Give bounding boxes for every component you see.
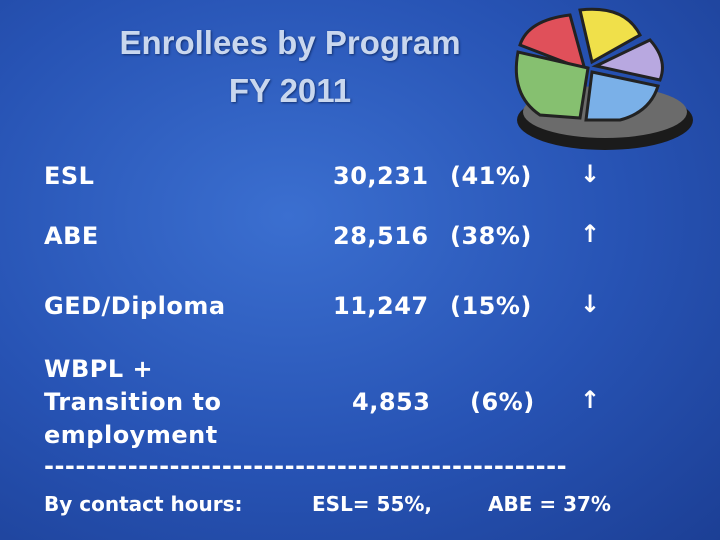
- program-name: Transition to: [44, 388, 222, 416]
- trend-arrow: ↓: [580, 160, 601, 188]
- program-name: WBPL +: [44, 355, 154, 383]
- enrollee-count: 30,231: [333, 162, 429, 190]
- enrollee-percent: (15%): [450, 292, 532, 320]
- program-name: ABE: [44, 222, 99, 250]
- title: Enrollees by Program: [119, 24, 461, 61]
- divider: ----------------------------------------…: [44, 452, 568, 480]
- enrollee-percent: (41%): [450, 162, 532, 190]
- enrollee-count: 11,247: [333, 292, 429, 320]
- program-name: ESL: [44, 162, 95, 190]
- trend-arrow: ↑: [580, 220, 601, 248]
- enrollee-percent: (6%): [470, 388, 535, 416]
- footer-abe: ABE = 37%: [488, 492, 611, 516]
- footer-esl: ESL= 55%,: [312, 492, 432, 516]
- program-name: employment: [44, 421, 218, 449]
- program-name: GED/Diploma: [44, 292, 226, 320]
- title: FY 2011: [228, 72, 352, 109]
- enrollee-percent: (38%): [450, 222, 532, 250]
- enrollee-count: 28,516: [333, 222, 429, 250]
- pie-clipart: [514, 7, 693, 150]
- footer-label: By contact hours:: [44, 492, 243, 516]
- trend-arrow: ↓: [580, 290, 601, 318]
- enrollee-count: 4,853: [352, 388, 431, 416]
- trend-arrow: ↑: [580, 386, 601, 414]
